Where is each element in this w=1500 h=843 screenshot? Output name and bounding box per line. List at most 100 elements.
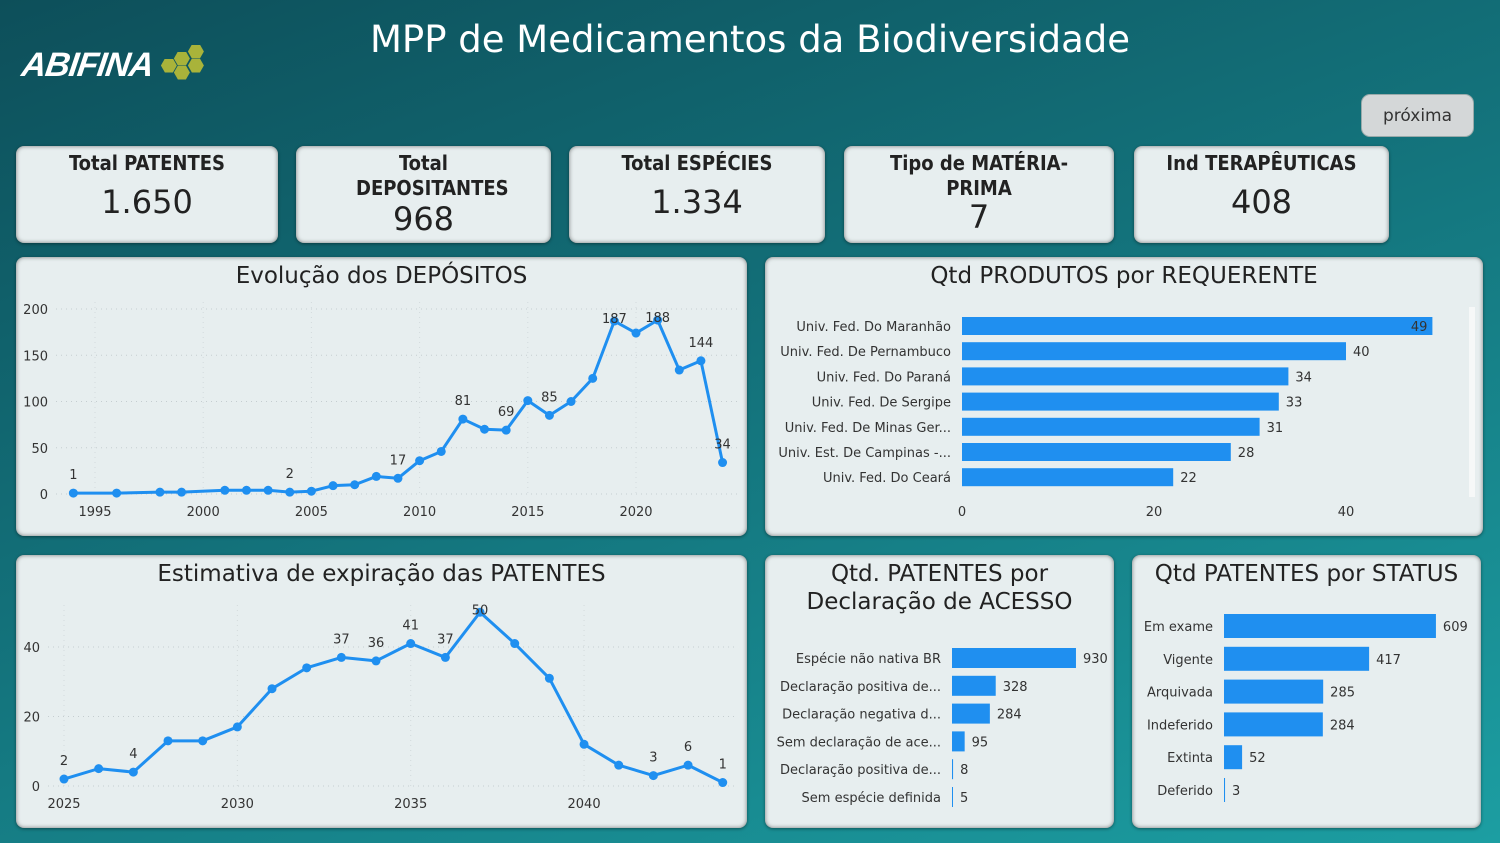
data-label: 930 [1083,652,1108,667]
y-tick-label: 50 [31,442,48,457]
data-label: 144 [689,336,714,351]
category-label: Extinta [1167,751,1213,766]
data-label: 417 [1376,653,1401,668]
data-label: 2 [60,754,68,769]
scrollbar[interactable] [1469,307,1475,497]
data-point [198,736,208,746]
data-label: 3 [1232,784,1240,799]
bar [952,787,953,807]
bar [962,392,1279,411]
data-point [544,410,554,420]
y-tick-label: 100 [23,396,48,411]
data-label: 1 [719,758,727,773]
kpi-value: 1.334 [651,183,743,221]
bar-chart: 0 20 40 Univ. Fed. Do Maranhão 49 Univ. Fed. … [778,317,1433,520]
chart-title: Qtd PATENTES por STATUS [1154,561,1459,587]
bar [952,675,996,696]
bar [1224,712,1323,737]
series-line [73,318,725,495]
category-label: Univ. Fed. De Sergipe [812,396,951,411]
chart-patentes-por-status: Em exame 609 Vigente 417 Arquivada 285 Indefer… [1132,555,1481,828]
data-point [285,487,295,497]
chart-patentes-por-acesso: Espécie não nativa BR 930 Declaração posit… [765,555,1114,828]
category-label: Univ. Fed. De Minas Ger... [785,421,951,436]
data-point [696,356,706,366]
category-label: Univ. Est. De Campinas -... [778,446,951,461]
category-label: Em exame [1144,620,1213,635]
data-label: 85 [541,390,558,405]
data-label: 31 [1267,421,1284,436]
kpi-value: 1.650 [101,183,193,221]
category-label: Deferido [1157,784,1213,799]
data-label: 22 [1180,471,1197,486]
data-point [371,656,381,666]
data-point [302,663,312,673]
data-point [155,487,165,497]
data-point [566,397,576,406]
next-page-button[interactable]: próxima [1361,94,1474,137]
y-tick-label: 20 [23,711,40,726]
data-label: 5 [960,791,968,806]
bar [962,468,1174,487]
kpi-label: Ind TERAPÊUTICAS [1166,151,1357,175]
data-point [263,485,273,495]
data-point [440,652,450,662]
data-label: 4 [129,747,137,762]
bar [1224,614,1436,638]
kpi-label: Total ESPÉCIES [621,151,773,175]
data-label: 50 [472,603,489,618]
data-label: 28 [1238,446,1255,461]
data-label: 33 [1286,396,1303,411]
data-point [371,471,381,481]
x-tick-label: 1995 [78,505,111,520]
data-label: 69 [498,405,515,420]
kpi-label: Tipo de MATÉRIA-PRIMA [889,151,1069,200]
data-label: 40 [1353,345,1370,360]
hexagon-logo-icon [160,44,211,84]
data-point [336,652,346,662]
data-point [267,684,277,694]
category-label: Declaração positiva de... [780,763,941,778]
chart-title: Qtd PRODUTOS por REQUERENTE [930,263,1318,289]
data-point [475,607,485,617]
data-point [415,456,425,466]
kpi-value: 968 [392,200,455,238]
category-label: Sem espécie definida [802,791,941,806]
data-point [631,328,641,338]
data-label: 1 [69,468,77,483]
data-point [480,424,490,434]
data-label: 52 [1249,751,1266,766]
data-point [112,488,122,498]
x-tick-label: 2040 [568,797,601,812]
chart-title: Evolução dos DEPÓSITOS [235,263,528,289]
data-label: 41 [402,619,419,634]
category-label: Sem declaração de ace... [777,735,941,750]
category-label: Espécie não nativa BR [796,652,941,667]
data-point [683,760,693,770]
category-label: Vigente [1163,653,1213,668]
data-label: 284 [1330,718,1355,733]
x-tick-label: 2000 [187,505,220,520]
x-tick-label: 0 [958,505,966,520]
data-point [648,771,658,781]
bar [962,342,1346,361]
bar [962,317,1433,335]
data-label: 6 [684,740,692,755]
bar [952,703,990,724]
bar [1224,646,1370,671]
data-label: 37 [333,632,350,647]
y-tick-label: 150 [23,349,48,364]
data-point [232,722,242,732]
category-label: Arquivada [1147,686,1213,701]
x-tick-label: 20 [1146,505,1163,520]
data-point [393,473,403,483]
y-tick-label: 0 [40,488,48,503]
data-label: 3 [649,751,657,766]
data-label: 284 [997,708,1022,723]
bar-chart: Em exame 609 Vigente 417 Arquivada 285 Indefer… [1144,614,1468,802]
bar [952,759,954,780]
data-point [406,639,416,649]
data-label: 609 [1443,620,1468,635]
page-title: MPP de Medicamentos da Biodiversidade [369,18,1131,61]
